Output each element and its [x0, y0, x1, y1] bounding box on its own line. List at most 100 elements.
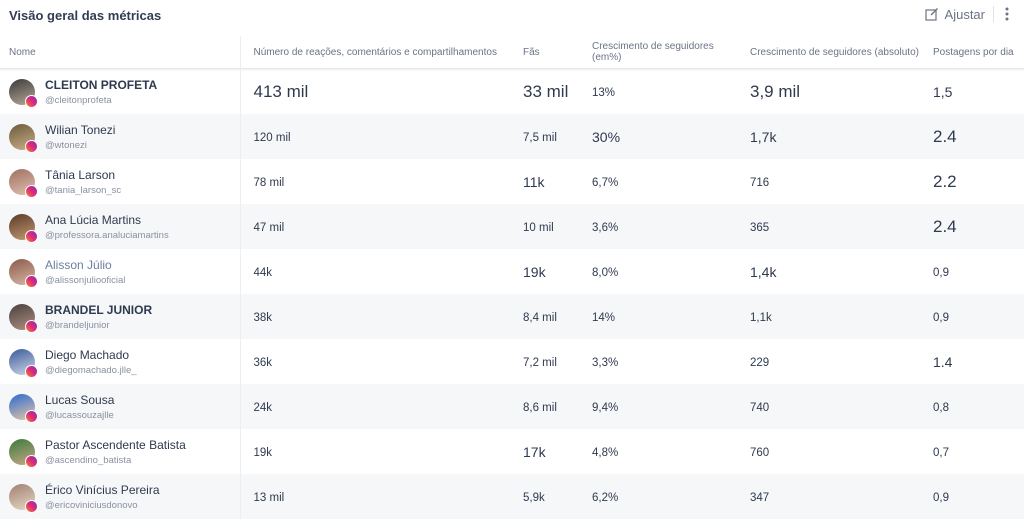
reactions-cell: 13 mil	[240, 474, 513, 519]
name-cell: Tânia Larson @tania_larson_sc	[0, 159, 240, 204]
posts-per-day: 2.2	[933, 172, 957, 191]
adjust-label: Ajustar	[945, 7, 985, 22]
fans-cell: 33 mil	[513, 69, 580, 115]
growth-percent: 4,8%	[592, 447, 618, 459]
column-header: Postagens por dia	[920, 36, 1024, 69]
column-header: Nome	[0, 36, 240, 69]
fans: 7,5 mil	[523, 132, 557, 144]
growth-absolute-cell: 1,7k	[738, 114, 920, 159]
profile-handle: @cleitonprofeta	[45, 95, 157, 106]
posts-per-day: 2.4	[933, 127, 957, 146]
growth-absolute: 365	[750, 222, 769, 234]
instagram-badge	[25, 185, 38, 198]
profile-handle: @tania_larson_sc	[45, 185, 121, 196]
fans: 11k	[523, 174, 545, 190]
posts-per-day: 1.4	[933, 354, 952, 370]
profile: CLEITON PROFETA@cleitonprofeta	[9, 78, 240, 106]
avatar	[9, 394, 35, 420]
reactions-cell: 47 mil	[240, 204, 513, 249]
growth-absolute-cell: 760	[738, 429, 920, 474]
profile: Lucas Sousa@lucassouzajlle	[9, 393, 240, 421]
posts-per-day-cell: 0,9	[920, 474, 1024, 519]
instagram-badge	[25, 230, 38, 243]
avatar	[9, 349, 35, 375]
growth-percent: 8,0%	[592, 267, 618, 279]
posts-per-day: 0,8	[933, 402, 949, 414]
reactions-cell: 44k	[240, 249, 513, 294]
growth-absolute-cell: 1,4k	[738, 249, 920, 294]
reactions-cell: 78 mil	[240, 159, 513, 204]
profile-text: Lucas Sousa@lucassouzajlle	[45, 393, 114, 421]
name-cell: BRANDEL JUNIOR@brandeljunior	[0, 294, 240, 339]
growth-percent: 6,2%	[592, 492, 618, 504]
instagram-badge	[25, 140, 38, 153]
profile-name: BRANDEL JUNIOR	[45, 303, 152, 317]
growth-percent-cell: 13%	[580, 69, 738, 115]
instagram-badge	[25, 95, 38, 108]
fans: 7,2 mil	[523, 357, 557, 369]
growth-percent-cell: 14%	[580, 294, 738, 339]
growth-absolute: 229	[750, 357, 769, 369]
growth-percent-cell: 3,3%	[580, 339, 738, 384]
reactions: 78 mil	[254, 177, 285, 189]
profile-name: Tânia Larson	[45, 168, 121, 182]
profile-handle: @lucassouzajlle	[45, 410, 114, 421]
name-cell: Érico Vinícius Pereira @ericoviniciusdono…	[0, 474, 240, 519]
profile: Diego Machado@diegomachado.jlle_	[9, 348, 240, 376]
column-header: Crescimento de seguidores (absoluto)	[738, 36, 920, 69]
profile-handle: @alissonjuliooficial	[45, 275, 125, 286]
adjust-button[interactable]: Ajustar	[925, 7, 985, 22]
posts-per-day: 0,9	[933, 312, 949, 324]
profile-handle: @ericoviniciusdonovo	[45, 500, 160, 511]
reactions-cell: 120 mil	[240, 114, 513, 159]
profile-handle: @ascendino_batista	[45, 455, 186, 466]
avatar	[9, 79, 35, 105]
posts-per-day: 0,9	[933, 267, 949, 279]
fans-cell: 11k	[513, 159, 580, 204]
separator	[993, 6, 994, 22]
fans: 5,9k	[523, 492, 545, 504]
column-header: Crescimento de seguidores (em%)	[580, 36, 738, 69]
growth-percent: 3,3%	[592, 357, 618, 369]
fans: 17k	[523, 444, 546, 460]
fans-cell: 10 mil	[513, 204, 580, 249]
reactions-cell: 24k	[240, 384, 513, 429]
fans-cell: 7,5 mil	[513, 114, 580, 159]
growth-absolute-cell: 740	[738, 384, 920, 429]
reactions: 13 mil	[254, 492, 285, 504]
column-header: Número de reações, comentários e compart…	[240, 36, 513, 69]
profile-name: Ana Lúcia Martins	[45, 213, 169, 227]
posts-per-day-cell: 2.4	[920, 114, 1024, 159]
profile-text: Pastor Ascendente Batista@ascendino_bati…	[45, 438, 186, 466]
reactions-cell: 38k	[240, 294, 513, 339]
profile-text: Érico Vinícius Pereira @ericoviniciusdono…	[45, 483, 160, 511]
name-cell: Ana Lúcia Martins @professora.analuciamar…	[0, 204, 240, 249]
profile-name: Alisson Júlio	[45, 258, 125, 272]
growth-absolute: 760	[750, 447, 769, 459]
posts-per-day: 1,5	[933, 84, 952, 100]
profile-handle: @diegomachado.jlle_	[45, 365, 137, 376]
fans-cell: 17k	[513, 429, 580, 474]
posts-per-day-cell: 2.2	[920, 159, 1024, 204]
profile-handle: @professora.analuciamartins	[45, 230, 169, 241]
profile-text: Alisson Júlio @alissonjuliooficial	[45, 258, 125, 286]
profile-handle: @wtonezi	[45, 140, 115, 151]
profile: Pastor Ascendente Batista@ascendino_bati…	[9, 438, 240, 466]
profile: BRANDEL JUNIOR@brandeljunior	[9, 303, 240, 331]
growth-absolute: 347	[750, 492, 769, 504]
reactions: 120 mil	[254, 132, 291, 144]
growth-percent: 30%	[592, 129, 620, 145]
posts-per-day-cell: 0,8	[920, 384, 1024, 429]
fans-cell: 19k	[513, 249, 580, 294]
more-menu[interactable]	[1002, 6, 1012, 22]
profile-name: Érico Vinícius Pereira	[45, 483, 160, 497]
reactions: 38k	[254, 312, 273, 324]
posts-per-day-cell: 0,7	[920, 429, 1024, 474]
